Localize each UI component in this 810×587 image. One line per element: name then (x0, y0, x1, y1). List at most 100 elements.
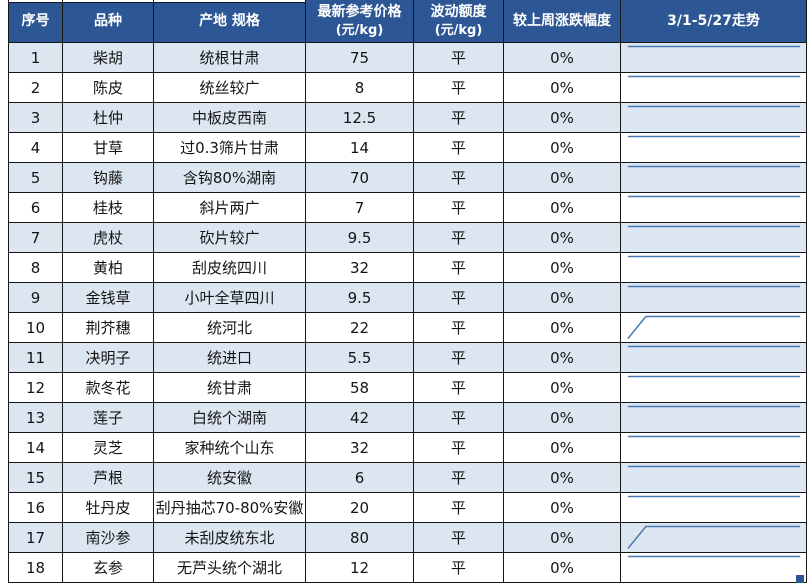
fluctuation-cell[interactable]: 平 (413, 552, 504, 583)
origin-spec-cell[interactable]: 含钩80%湖南 (153, 162, 306, 193)
variety-cell[interactable]: 甘草 (62, 132, 154, 163)
index-cell[interactable]: 3 (8, 102, 63, 133)
origin-spec-cell[interactable]: 斜片两广 (153, 192, 306, 223)
fluctuation-cell[interactable]: 平 (413, 462, 504, 493)
price-cell[interactable]: 12.5 (305, 102, 414, 133)
header-price[interactable]: 最新参考价格 (元/kg) (305, 0, 414, 43)
change-cell[interactable]: 0% (503, 312, 621, 343)
change-cell[interactable]: 0% (503, 342, 621, 373)
variety-cell[interactable]: 南沙参 (62, 522, 154, 553)
variety-cell[interactable]: 款冬花 (62, 372, 154, 403)
fluctuation-cell[interactable]: 平 (413, 192, 504, 223)
variety-cell[interactable]: 金钱草 (62, 282, 154, 313)
trend-cell[interactable] (620, 552, 807, 583)
trend-cell[interactable] (620, 432, 807, 463)
origin-spec-cell[interactable]: 统河北 (153, 312, 306, 343)
fluctuation-cell[interactable]: 平 (413, 72, 504, 103)
change-cell[interactable]: 0% (503, 132, 621, 163)
price-cell[interactable]: 5.5 (305, 342, 414, 373)
fluctuation-cell[interactable]: 平 (413, 222, 504, 253)
index-cell[interactable]: 12 (8, 372, 63, 403)
trend-cell[interactable] (620, 192, 807, 223)
variety-cell[interactable]: 桂枝 (62, 192, 154, 223)
origin-spec-cell[interactable]: 未刮皮统东北 (153, 522, 306, 553)
trend-cell[interactable] (620, 162, 807, 193)
origin-spec-cell[interactable]: 白统个湖南 (153, 402, 306, 433)
fluctuation-cell[interactable]: 平 (413, 102, 504, 133)
change-cell[interactable]: 0% (503, 222, 621, 253)
variety-cell[interactable]: 杜仲 (62, 102, 154, 133)
index-cell[interactable]: 1 (8, 42, 63, 73)
change-cell[interactable]: 0% (503, 552, 621, 583)
price-cell[interactable]: 12 (305, 552, 414, 583)
index-cell[interactable]: 11 (8, 342, 63, 373)
variety-cell[interactable]: 虎杖 (62, 222, 154, 253)
index-cell[interactable]: 5 (8, 162, 63, 193)
index-cell[interactable]: 17 (8, 522, 63, 553)
origin-spec-cell[interactable]: 刮丹抽芯70-80%安徽 (153, 492, 306, 523)
trend-cell[interactable] (620, 222, 807, 253)
origin-spec-cell[interactable]: 统安徽 (153, 462, 306, 493)
origin-spec-cell[interactable]: 中板皮西南 (153, 102, 306, 133)
trend-cell[interactable] (620, 402, 807, 433)
price-cell[interactable]: 75 (305, 42, 414, 73)
variety-cell[interactable]: 陈皮 (62, 72, 154, 103)
fluctuation-cell[interactable]: 平 (413, 372, 504, 403)
index-cell[interactable]: 10 (8, 312, 63, 343)
trend-cell[interactable] (620, 72, 807, 103)
index-cell[interactable]: 9 (8, 282, 63, 313)
fluctuation-cell[interactable]: 平 (413, 342, 504, 373)
change-cell[interactable]: 0% (503, 522, 621, 553)
change-cell[interactable]: 0% (503, 462, 621, 493)
change-cell[interactable]: 0% (503, 492, 621, 523)
header-index[interactable]: 序号 (8, 0, 63, 43)
index-cell[interactable]: 2 (8, 72, 63, 103)
price-cell[interactable]: 58 (305, 372, 414, 403)
fluctuation-cell[interactable]: 平 (413, 312, 504, 343)
origin-spec-cell[interactable]: 统甘肃 (153, 372, 306, 403)
index-cell[interactable]: 16 (8, 492, 63, 523)
variety-cell[interactable]: 玄参 (62, 552, 154, 583)
header-trend[interactable]: 3/1-5/27走势 (620, 0, 807, 43)
fluctuation-cell[interactable]: 平 (413, 522, 504, 553)
change-cell[interactable]: 0% (503, 72, 621, 103)
fluctuation-cell[interactable]: 平 (413, 432, 504, 463)
fluctuation-cell[interactable]: 平 (413, 132, 504, 163)
index-cell[interactable]: 15 (8, 462, 63, 493)
trend-cell[interactable] (620, 282, 807, 313)
trend-cell[interactable] (620, 462, 807, 493)
change-cell[interactable]: 0% (503, 192, 621, 223)
variety-cell[interactable]: 莲子 (62, 402, 154, 433)
origin-spec-cell[interactable]: 统根甘肃 (153, 42, 306, 73)
trend-cell[interactable] (620, 342, 807, 373)
change-cell[interactable]: 0% (503, 102, 621, 133)
price-cell[interactable]: 42 (305, 402, 414, 433)
header-origin-spec[interactable]: 产地 规格 (153, 0, 306, 43)
origin-spec-cell[interactable]: 小叶全草四川 (153, 282, 306, 313)
price-cell[interactable]: 6 (305, 462, 414, 493)
price-cell[interactable]: 32 (305, 432, 414, 463)
origin-spec-cell[interactable]: 过0.3筛片甘肃 (153, 132, 306, 163)
index-cell[interactable]: 7 (8, 222, 63, 253)
index-cell[interactable]: 4 (8, 132, 63, 163)
price-cell[interactable]: 9.5 (305, 222, 414, 253)
price-cell[interactable]: 70 (305, 162, 414, 193)
index-cell[interactable]: 6 (8, 192, 63, 223)
fluctuation-cell[interactable]: 平 (413, 42, 504, 73)
trend-cell[interactable] (620, 42, 807, 73)
price-cell[interactable]: 7 (305, 192, 414, 223)
price-cell[interactable]: 22 (305, 312, 414, 343)
origin-spec-cell[interactable]: 统丝较广 (153, 72, 306, 103)
change-cell[interactable]: 0% (503, 372, 621, 403)
trend-cell[interactable] (620, 372, 807, 403)
index-cell[interactable]: 8 (8, 252, 63, 283)
variety-cell[interactable]: 决明子 (62, 342, 154, 373)
trend-cell[interactable] (620, 132, 807, 163)
origin-spec-cell[interactable]: 家种统个山东 (153, 432, 306, 463)
change-cell[interactable]: 0% (503, 42, 621, 73)
trend-cell[interactable] (620, 492, 807, 523)
fluctuation-cell[interactable]: 平 (413, 492, 504, 523)
variety-cell[interactable]: 钩藤 (62, 162, 154, 193)
variety-cell[interactable]: 芦根 (62, 462, 154, 493)
change-cell[interactable]: 0% (503, 432, 621, 463)
